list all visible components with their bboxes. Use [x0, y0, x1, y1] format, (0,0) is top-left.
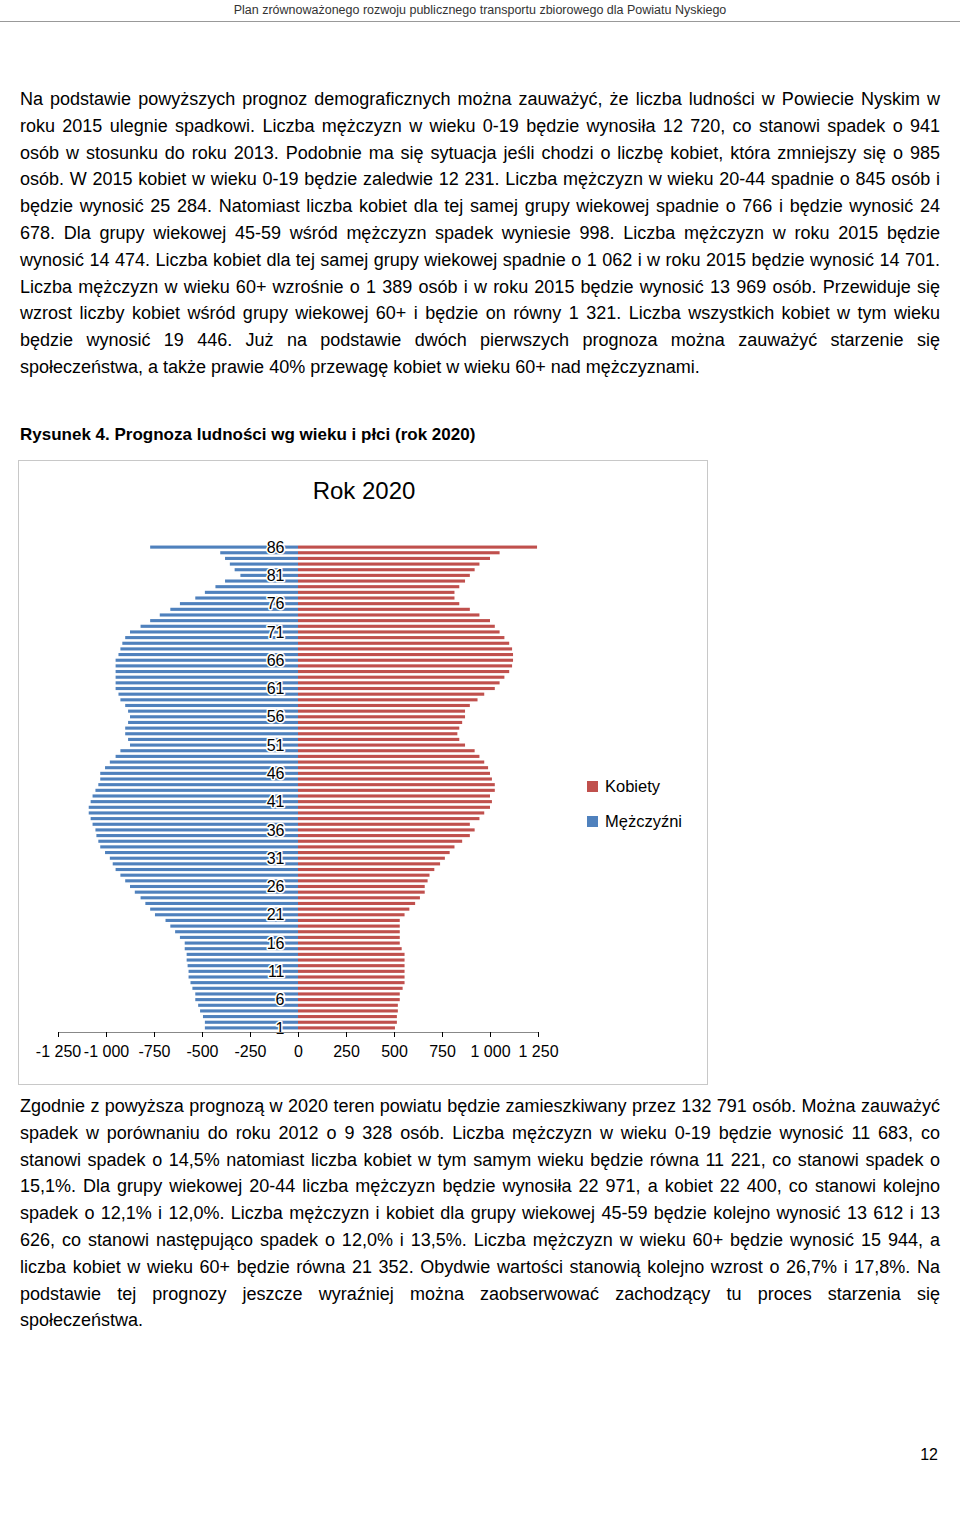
svg-text:76: 76 — [267, 595, 285, 612]
svg-text:56: 56 — [267, 708, 285, 725]
svg-text:11: 11 — [268, 963, 285, 980]
svg-text:1: 1 — [276, 1020, 285, 1037]
svg-text:750: 750 — [429, 1043, 456, 1060]
svg-text:-1 250: -1 250 — [36, 1043, 81, 1060]
html-text:Kobiety: Kobiety — [605, 777, 660, 795]
svg-text:-250: -250 — [234, 1043, 266, 1060]
svg-text:-500: -500 — [186, 1043, 218, 1060]
svg-text:51: 51 — [267, 737, 285, 754]
html-text:Na podstawie powyższych progno: Na podstawie powyższych prognoz demograf… — [20, 89, 940, 377]
svg-text:36: 36 — [267, 822, 285, 839]
html-text:Mężczyźni: Mężczyźni — [605, 812, 682, 830]
svg-text:0: 0 — [294, 1043, 303, 1060]
html-text:Rysunek 4. Prognoza ludności w: Rysunek 4. Prognoza ludności wg wieku i … — [20, 425, 476, 444]
svg-text:31: 31 — [267, 850, 285, 867]
svg-text:-1 000: -1 000 — [84, 1043, 129, 1060]
svg-text:71: 71 — [267, 624, 285, 641]
svg-text:81: 81 — [267, 567, 285, 584]
svg-text:46: 46 — [267, 765, 285, 782]
svg-text:250: 250 — [333, 1043, 360, 1060]
svg-text:-750: -750 — [138, 1043, 170, 1060]
svg-text:16: 16 — [267, 935, 285, 952]
html-text:Zgodnie z powyższa prognozą w: Zgodnie z powyższa prognozą w 2020 teren… — [20, 1096, 940, 1331]
svg-text:26: 26 — [267, 878, 285, 895]
svg-text:1 250: 1 250 — [518, 1043, 558, 1060]
svg-text:86: 86 — [267, 539, 285, 556]
html-text:Rok 2020: Rok 2020 — [312, 477, 416, 504]
svg-text:6: 6 — [276, 991, 285, 1008]
svg-text:61: 61 — [267, 680, 285, 697]
html-text:12: 12 — [920, 1446, 938, 1463]
html-text:Plan zrównoważonego rozwoju pu: Plan zrównoważonego rozwoju publicznego … — [233, 3, 727, 17]
svg-text:21: 21 — [267, 906, 285, 923]
svg-text:500: 500 — [381, 1043, 408, 1060]
svg-text:41: 41 — [267, 793, 285, 810]
svg-text:1 000: 1 000 — [470, 1043, 510, 1060]
svg-text:66: 66 — [267, 652, 285, 669]
